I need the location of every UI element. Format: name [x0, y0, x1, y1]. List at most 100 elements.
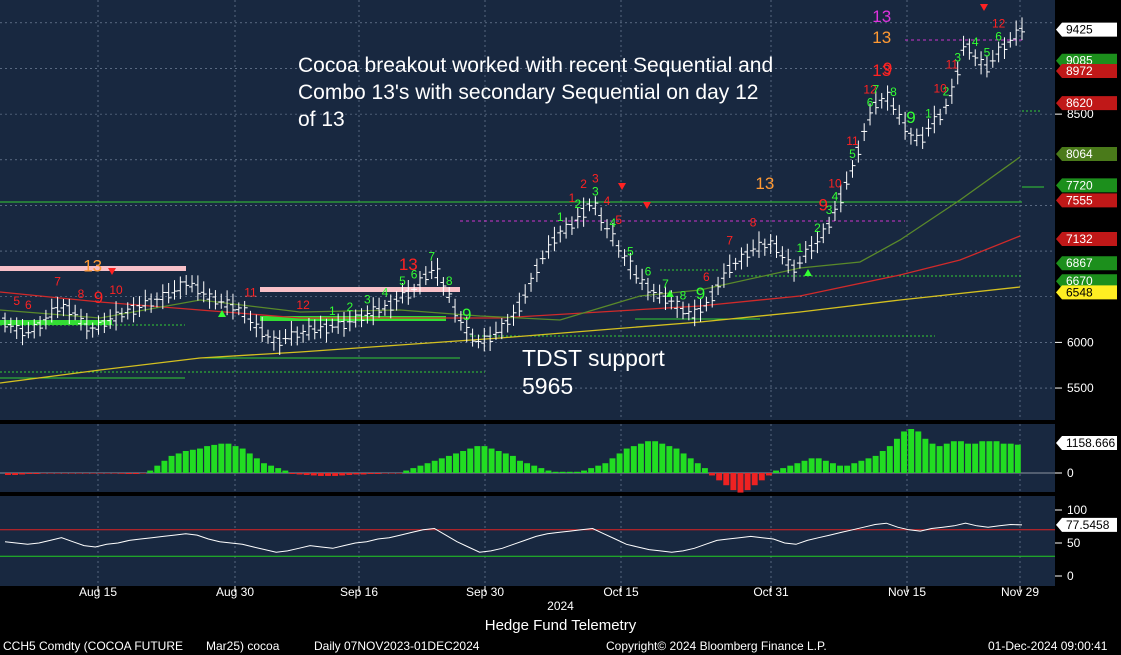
momentum-bar	[993, 441, 1000, 473]
sequential-count-label: 9	[696, 284, 705, 303]
sequential-count-label: 13	[399, 255, 418, 274]
momentum-bar	[104, 473, 111, 474]
sequential-count-label: 6	[995, 30, 1002, 44]
sell-arrow-icon	[108, 268, 116, 275]
support-annotation-line: TDST support	[522, 345, 665, 371]
momentum-bar	[154, 465, 161, 473]
sequential-count-label: 4	[610, 216, 617, 230]
momentum-bar	[211, 444, 218, 473]
momentum-bar	[545, 470, 552, 473]
momentum-bar	[204, 446, 211, 473]
momentum-bar	[957, 441, 964, 473]
sell-arrow-icon	[643, 202, 651, 209]
momentum-bar	[367, 473, 374, 474]
momentum-bar	[5, 473, 11, 475]
momentum-bar	[858, 460, 865, 473]
sequential-count-label: 8	[680, 288, 687, 302]
sequential-count-label: 1	[557, 210, 564, 224]
sequential-count-label: 6	[25, 298, 32, 312]
momentum-bar	[950, 441, 957, 473]
momentum-bar	[1014, 444, 1021, 473]
momentum-bar	[47, 473, 54, 474]
momentum-bar	[709, 473, 715, 476]
momentum-bar	[403, 470, 410, 473]
momentum-bar	[111, 473, 118, 474]
ma-long-line	[0, 286, 1021, 384]
price-panel	[0, 0, 1055, 420]
momentum-bar	[972, 443, 979, 473]
momentum-bar	[381, 473, 388, 474]
momentum-bar	[808, 458, 815, 473]
sequential-count-label: 2	[574, 197, 581, 211]
value-tag	[1056, 96, 1117, 111]
value-tag-label: 6670	[1066, 274, 1093, 288]
rsi-panel	[0, 496, 1055, 586]
sequential-count-label: 6	[645, 265, 652, 279]
value-tag	[1056, 285, 1117, 300]
price-y-tick-label: 5500	[1067, 381, 1094, 395]
momentum-bar	[872, 455, 879, 473]
momentum-bar	[296, 473, 303, 475]
year-label: 2024	[547, 599, 574, 613]
momentum-bar	[19, 473, 26, 475]
buy-arrow-icon	[804, 269, 812, 276]
sequential-count-label: 1	[569, 191, 576, 205]
value-tag	[1056, 193, 1117, 208]
value-tag-label: 7555	[1066, 193, 1093, 207]
sequential-count-label: 4	[604, 194, 611, 208]
momentum-bar	[424, 463, 431, 473]
momentum-bar	[509, 455, 516, 473]
momentum-bar	[666, 446, 673, 473]
momentum-bar	[161, 460, 168, 473]
momentum-bar	[460, 451, 467, 473]
value-tag	[1056, 64, 1117, 79]
value-tag	[1056, 146, 1117, 161]
momentum-bar	[1000, 443, 1007, 473]
sequential-count-label: 12	[296, 298, 310, 312]
momentum-bar	[716, 473, 723, 481]
momentum-bar	[616, 453, 623, 473]
sequential-count-label: 13	[755, 174, 774, 193]
momentum-bar	[12, 473, 19, 475]
momentum-bar	[325, 473, 331, 476]
momentum-bar	[701, 468, 708, 473]
momentum-bar	[929, 443, 936, 473]
sequential-count-label: 9	[819, 196, 828, 215]
value-tag-label: 7132	[1066, 232, 1093, 246]
momentum-bar	[723, 473, 730, 486]
sequential-count-label: 8	[78, 287, 85, 301]
momentum-bar	[801, 460, 808, 473]
y-axis-ticks: 5500 6000 8500 0 0 50 100	[1055, 107, 1094, 583]
momentum-bar	[851, 463, 858, 473]
value-tag-label: 1158.666	[1066, 436, 1115, 450]
x-tick-label: Aug 30	[216, 585, 254, 599]
momentum-bar	[602, 463, 609, 473]
sequential-count-label: 2	[943, 85, 950, 99]
momentum-bar	[844, 465, 851, 473]
rsi-line	[4, 522, 1023, 553]
momentum-bar	[346, 473, 353, 475]
momentum-bar	[552, 471, 559, 473]
momentum-bar	[253, 458, 260, 473]
value-tag-label: 9425	[1066, 23, 1093, 37]
momentum-bar	[531, 465, 538, 473]
sequential-count-label: 6	[867, 95, 874, 109]
momentum-bar	[495, 451, 502, 473]
momentum-bar	[69, 473, 75, 474]
sequential-count-label: 8	[890, 85, 897, 99]
sequential-count-label: 5	[984, 46, 991, 60]
momentum-bar	[474, 446, 481, 473]
momentum-bar	[1007, 443, 1014, 473]
sequential-count-label: 11	[244, 286, 257, 300]
momentum-bar	[339, 473, 346, 476]
sequential-count-label: 8	[446, 274, 453, 288]
sequential-count-label: 4	[972, 35, 979, 49]
momentum-bar	[680, 453, 687, 473]
momentum-y-tick-label: 0	[1067, 466, 1074, 480]
momentum-bar	[360, 473, 367, 475]
momentum-bar	[822, 460, 829, 473]
momentum-bar	[773, 470, 779, 473]
grid-lines	[0, 0, 1055, 586]
sequential-count-label: 9	[94, 288, 103, 307]
sequential-count-label: 4	[382, 286, 389, 300]
